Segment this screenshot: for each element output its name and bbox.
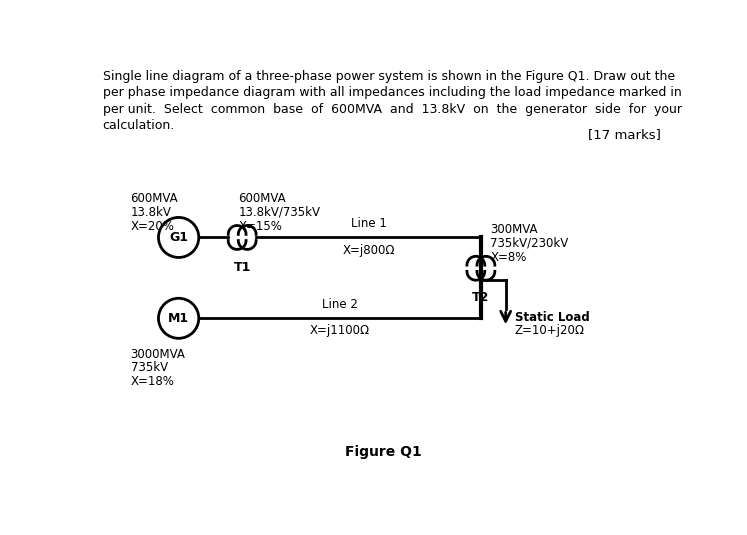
Text: 3000MVA: 3000MVA [131, 348, 185, 361]
Text: T2: T2 [472, 292, 489, 304]
Text: X=8%: X=8% [490, 250, 527, 264]
Text: calculation.: calculation. [102, 119, 175, 132]
Text: X=j800Ω: X=j800Ω [342, 243, 394, 257]
Text: 600MVA: 600MVA [238, 192, 286, 205]
Text: X=j1100Ω: X=j1100Ω [310, 324, 370, 338]
Text: Figure Q1: Figure Q1 [345, 445, 421, 459]
Text: Line 2: Line 2 [322, 297, 358, 311]
Text: 600MVA: 600MVA [131, 192, 179, 205]
Text: 735kV/230kV: 735kV/230kV [490, 237, 568, 250]
Text: X=18%: X=18% [131, 375, 175, 388]
Text: M1: M1 [168, 312, 189, 325]
Text: per phase impedance diagram with all impedances including the load impedance mar: per phase impedance diagram with all imp… [102, 86, 681, 99]
Text: Single line diagram of a three-phase power system is shown in the Figure Q1. Dra: Single line diagram of a three-phase pow… [102, 70, 675, 82]
Text: 13.8kV: 13.8kV [131, 206, 172, 219]
Text: [17 marks]: [17 marks] [588, 128, 660, 141]
Text: Line 1: Line 1 [350, 217, 386, 230]
Text: Z=10+j20Ω: Z=10+j20Ω [515, 324, 585, 337]
Text: per unit.  Select  common  base  of  600MVA  and  13.8kV  on  the  generator  si: per unit. Select common base of 600MVA a… [102, 103, 682, 116]
Text: X=20%: X=20% [131, 220, 175, 233]
Text: Static Load: Static Load [515, 311, 589, 324]
Text: 735kV: 735kV [131, 362, 167, 374]
Text: T1: T1 [234, 261, 251, 273]
Text: X=15%: X=15% [238, 220, 282, 233]
Text: 13.8kV/735kV: 13.8kV/735kV [238, 206, 320, 219]
Text: 300MVA: 300MVA [490, 223, 538, 236]
Text: G1: G1 [169, 231, 188, 244]
